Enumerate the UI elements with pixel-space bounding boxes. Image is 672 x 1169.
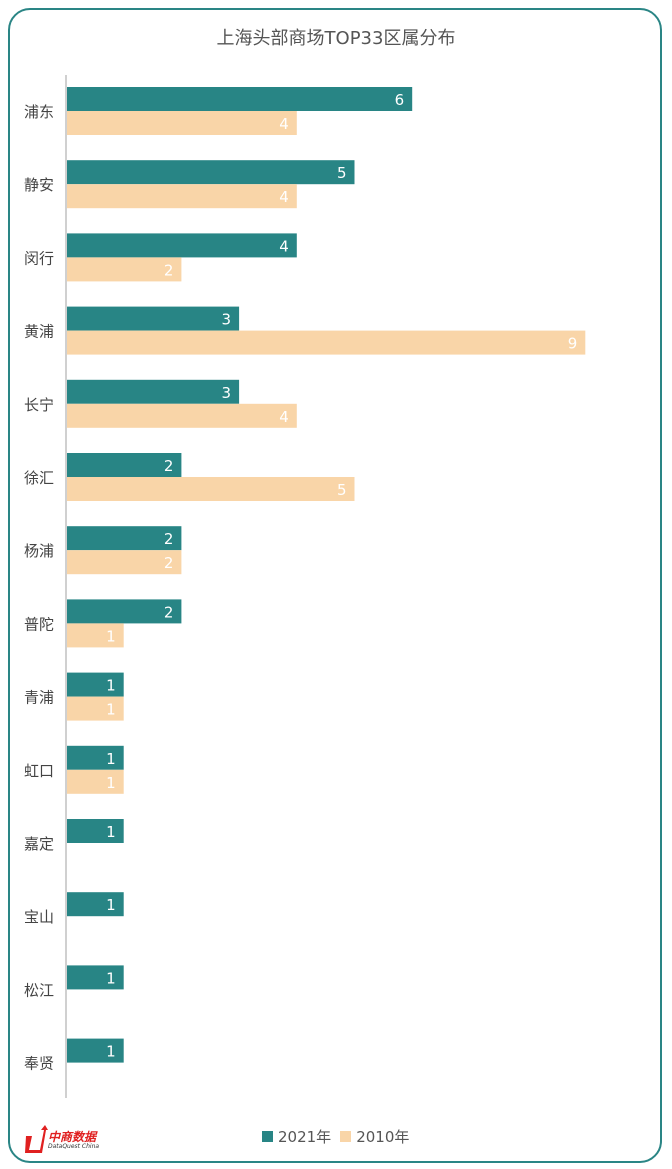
bar [66, 87, 413, 111]
data-label: 9 [568, 335, 578, 353]
bar [66, 819, 124, 843]
category-label: 奉贤 [24, 1055, 54, 1073]
data-label: 4 [279, 237, 289, 255]
bar [66, 526, 182, 551]
legend-swatch-2010 [340, 1131, 352, 1142]
bar [66, 1038, 124, 1063]
data-label: 1 [106, 896, 116, 914]
data-label: 1 [106, 774, 116, 792]
data-label: 3 [222, 384, 232, 402]
data-label: 1 [106, 1043, 116, 1061]
data-label: 1 [106, 823, 116, 841]
data-label: 3 [222, 311, 232, 329]
legend-swatch-2021 [262, 1131, 273, 1142]
data-label: 2 [164, 603, 174, 621]
category-label: 虹口 [24, 762, 54, 780]
bar [66, 184, 297, 209]
logo: 中商数据 DataQuest China [22, 1124, 112, 1154]
bar [66, 769, 124, 794]
bar [66, 672, 124, 697]
chart-card [8, 8, 662, 1163]
category-label: 静安 [24, 176, 54, 194]
data-label: 1 [106, 627, 116, 645]
bar [66, 623, 124, 648]
bar [66, 477, 355, 501]
data-label: 5 [337, 164, 347, 182]
bar [66, 160, 355, 185]
bar [66, 306, 240, 331]
category-label: 长宁 [24, 396, 54, 414]
data-label: 1 [106, 969, 116, 987]
bar [66, 745, 124, 770]
bar [66, 111, 297, 135]
data-label: 2 [164, 530, 174, 548]
category-label: 青浦 [24, 689, 54, 707]
data-label: 2 [164, 457, 174, 475]
category-label: 松江 [24, 981, 54, 999]
bar [66, 233, 297, 258]
bar [66, 257, 182, 282]
category-label: 嘉定 [24, 835, 54, 853]
legend: 2021年 2010年 [262, 1126, 409, 1147]
data-label: 6 [395, 91, 405, 109]
category-label: 普陀 [24, 615, 54, 633]
bar [66, 550, 182, 575]
bar [66, 453, 182, 477]
legend-label-2021: 2021年 [278, 1128, 332, 1146]
legend-label-2010: 2010年 [356, 1128, 410, 1146]
data-label: 5 [337, 481, 347, 499]
logo-text: 中商数据 [48, 1130, 97, 1144]
bar [66, 379, 240, 404]
data-label: 2 [164, 554, 174, 572]
data-label: 1 [106, 750, 116, 768]
data-label: 1 [106, 701, 116, 719]
chart-title: 上海头部商场TOP33区属分布 [216, 28, 456, 49]
logo-subtext: DataQuest China [48, 1143, 100, 1150]
data-label: 4 [279, 115, 289, 133]
data-label: 4 [279, 188, 289, 206]
category-label: 浦东 [24, 103, 54, 121]
category-label: 黄浦 [24, 323, 54, 341]
data-label: 4 [279, 408, 289, 426]
bar [66, 330, 586, 355]
bar [66, 403, 297, 428]
logo-icon [25, 1125, 48, 1153]
category-label: 闵行 [24, 249, 54, 267]
data-label: 2 [164, 261, 174, 279]
category-label: 杨浦 [24, 542, 54, 560]
category-label: 宝山 [24, 908, 54, 926]
data-label: 1 [106, 677, 116, 695]
bar [66, 696, 124, 721]
bar [66, 892, 124, 917]
category-label: 徐汇 [24, 469, 54, 487]
bar [66, 965, 124, 990]
bar [66, 599, 182, 624]
